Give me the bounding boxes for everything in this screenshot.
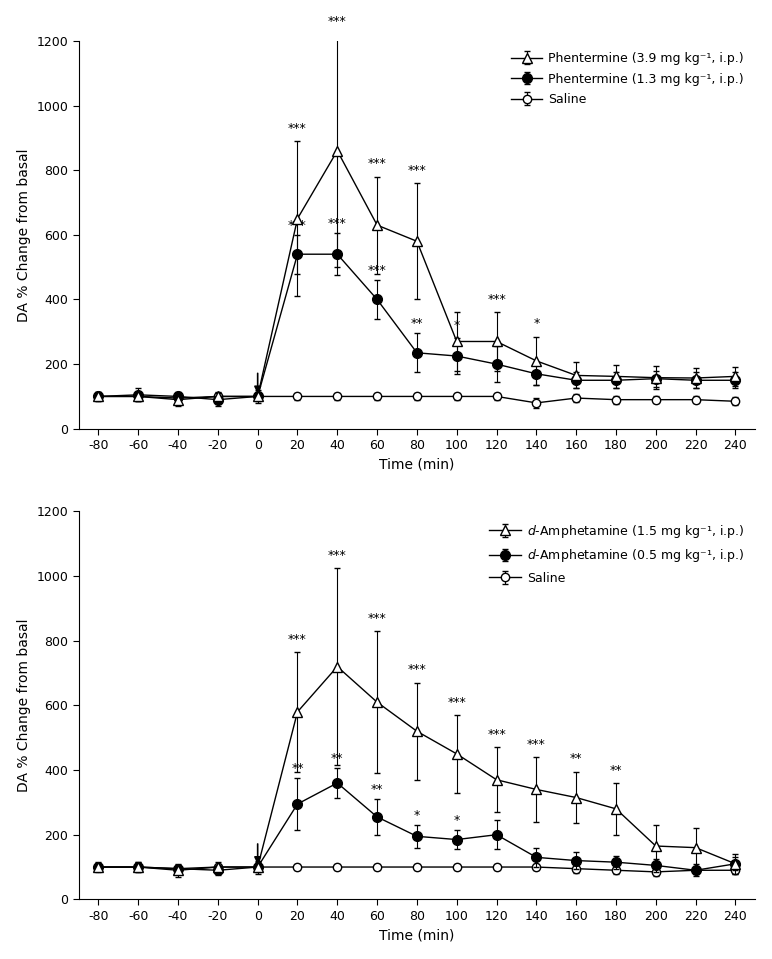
Text: **: **: [411, 317, 423, 330]
Text: **: **: [610, 763, 622, 777]
Text: ***: ***: [328, 549, 347, 562]
Legend: Phentermine (3.9 mg kg⁻¹, i.p.), Phentermine (1.3 mg kg⁻¹, i.p.), Saline: Phentermine (3.9 mg kg⁻¹, i.p.), Phenter…: [506, 47, 749, 111]
Text: ***: ***: [367, 612, 387, 624]
Legend: $\it{d}$-Amphetamine (1.5 mg kg⁻¹, i.p.), $\it{d}$-Amphetamine (0.5 mg kg⁻¹, i.p: $\it{d}$-Amphetamine (1.5 mg kg⁻¹, i.p.)…: [484, 518, 749, 590]
Text: *: *: [414, 808, 420, 822]
Text: ***: ***: [288, 633, 306, 645]
Text: ***: ***: [288, 122, 306, 134]
Text: ***: ***: [367, 264, 387, 277]
Text: ***: ***: [367, 157, 387, 170]
Text: ***: ***: [408, 164, 426, 176]
Text: ***: ***: [328, 15, 347, 28]
Text: ***: ***: [447, 695, 466, 709]
Text: **: **: [331, 752, 344, 765]
Text: ***: ***: [288, 219, 306, 231]
Text: *: *: [454, 813, 460, 827]
Text: ***: ***: [328, 217, 347, 230]
Y-axis label: DA % Change from basal: DA % Change from basal: [17, 619, 31, 792]
Text: **: **: [291, 761, 303, 775]
Text: ***: ***: [527, 737, 546, 751]
Text: ***: ***: [487, 292, 506, 306]
Text: ***: ***: [408, 664, 426, 676]
Text: *: *: [533, 317, 540, 330]
X-axis label: Time (min): Time (min): [379, 457, 455, 472]
Text: **: **: [371, 783, 384, 796]
Y-axis label: DA % Change from basal: DA % Change from basal: [17, 148, 31, 321]
Text: ***: ***: [487, 728, 506, 741]
X-axis label: Time (min): Time (min): [379, 928, 455, 943]
Text: **: **: [570, 752, 582, 765]
Text: *: *: [454, 318, 460, 332]
